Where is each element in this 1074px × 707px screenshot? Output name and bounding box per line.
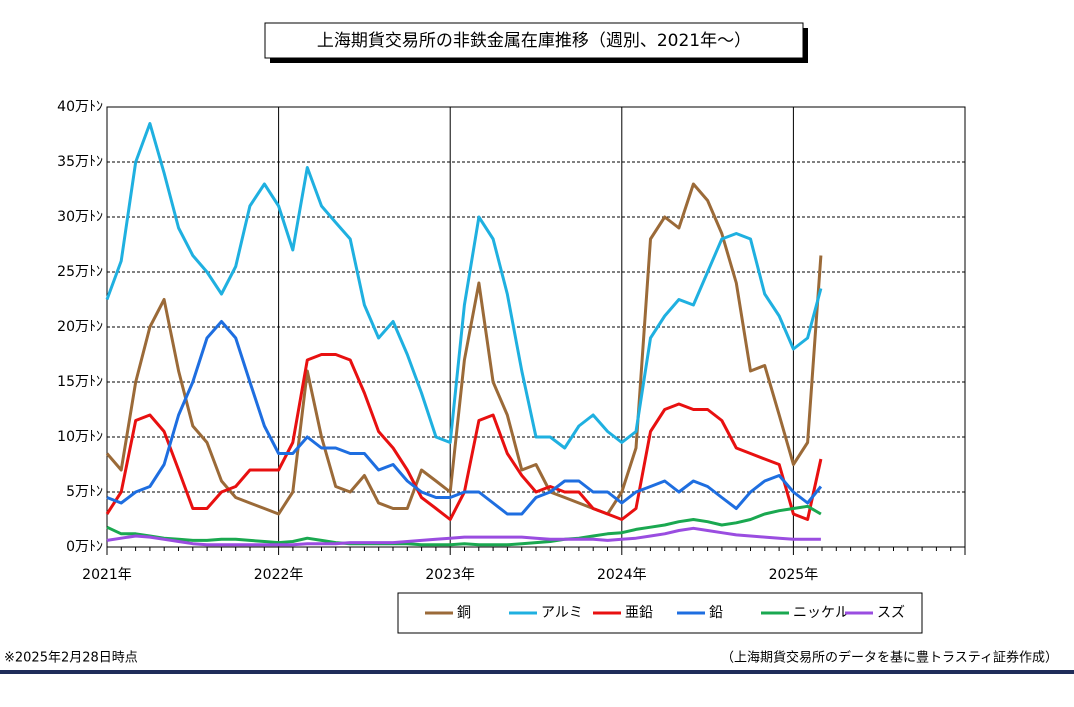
series-line <box>105 122 823 450</box>
y-tick-label: 15万ﾄﾝ <box>57 374 103 390</box>
plot-frame <box>106 106 966 548</box>
footer-rule <box>0 670 1074 674</box>
legend-label: ニッケル <box>793 605 849 621</box>
y-tick-label: 25万ﾄﾝ <box>57 264 103 280</box>
y-tick-label: 40万ﾄﾝ <box>57 99 103 115</box>
note: ※2025年2月28日時点 <box>4 651 138 666</box>
series-line <box>105 182 823 516</box>
series-line <box>106 504 822 547</box>
legend-box <box>397 592 923 634</box>
y-tick-label: 0万ﾄﾝ <box>66 539 103 555</box>
y-tick-label: 20万ﾄﾝ <box>57 319 103 335</box>
y-tick-label: 10万ﾄﾝ <box>57 429 103 445</box>
x-tick-label: 2023年 <box>425 567 475 583</box>
x-tick-label: 2025年 <box>769 567 819 583</box>
source: （上海期貨交易所のデータを基に豊トラスティ証券作成） <box>721 650 1058 666</box>
series-line <box>106 320 823 516</box>
x-tick-label: 2022年 <box>254 567 304 583</box>
x-tick-label: 2024年 <box>597 567 647 583</box>
y-tick-label: 30万ﾄﾝ <box>57 209 103 225</box>
chart-title: 上海期貨交易所の非鉄金属在庫推移（週別、2021年～） <box>317 31 751 51</box>
y-tick-label: 35万ﾄﾝ <box>57 154 103 170</box>
x-tick-label: 2021年 <box>82 567 132 583</box>
legend-label: スズ <box>877 605 905 621</box>
legend-label: 銅 <box>457 605 471 621</box>
legend-label: 鉛 <box>709 605 723 621</box>
series-line <box>106 526 821 547</box>
legend-label: 亜鉛 <box>625 605 653 621</box>
title-box <box>264 22 804 59</box>
legend-label: アルミ <box>541 605 583 621</box>
y-tick-label: 5万ﾄﾝ <box>66 484 103 500</box>
